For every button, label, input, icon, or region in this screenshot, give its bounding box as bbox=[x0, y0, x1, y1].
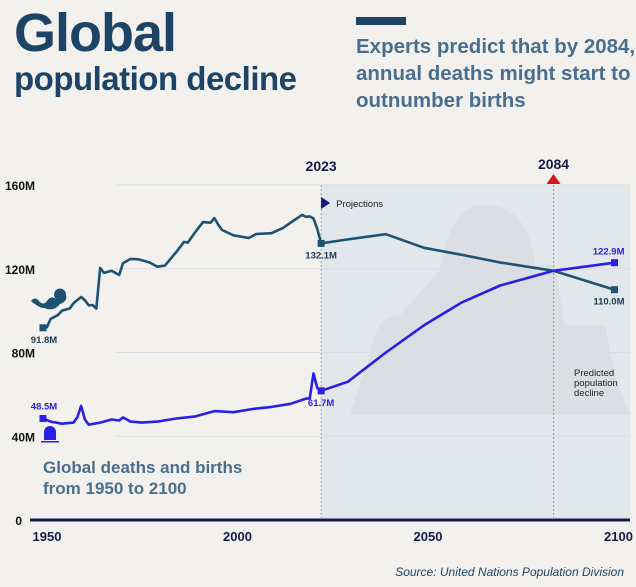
y-tick-label: 40M bbox=[12, 430, 35, 444]
family-silhouette bbox=[350, 204, 630, 415]
x-tick-label: 2050 bbox=[414, 529, 443, 544]
gravestone-icon bbox=[41, 426, 59, 443]
births-line bbox=[42, 213, 615, 330]
births-point bbox=[611, 286, 618, 294]
chart-label: Global deaths and births from 1950 to 210… bbox=[43, 458, 242, 498]
year-2084-label: 2084 bbox=[538, 156, 569, 172]
deaths-data-label: 122.9M bbox=[593, 247, 625, 258]
y-tick-label: 80M bbox=[12, 347, 35, 361]
title-line1: Global bbox=[14, 3, 177, 63]
deaths-data-label: 61.7M bbox=[308, 398, 334, 409]
x-tick-label: 2100 bbox=[604, 529, 633, 544]
source-note: Source: United Nations Population Divisi… bbox=[395, 565, 624, 579]
births-data-label: 132.1M bbox=[305, 250, 337, 261]
deaths-line bbox=[42, 261, 615, 426]
y-tick-label: 120M bbox=[5, 263, 35, 277]
year-2023-label: 2023 bbox=[306, 158, 337, 174]
y-tick-label: 0 bbox=[15, 514, 22, 528]
births-data-label: 110.0M bbox=[593, 297, 624, 308]
births-point bbox=[317, 239, 325, 247]
crossover-note: Predicted population decline bbox=[574, 368, 618, 399]
triangle-up-icon bbox=[546, 174, 561, 184]
y-tick-label: 160M bbox=[5, 179, 35, 193]
x-tick-label: 1950 bbox=[33, 529, 62, 544]
baby-icon bbox=[31, 288, 67, 310]
births-data-label: 91.8M bbox=[31, 335, 57, 346]
births-point bbox=[39, 324, 47, 332]
deaths-point bbox=[611, 259, 618, 267]
accent-bar bbox=[356, 17, 406, 25]
subtitle: Experts predict that by 2084, annual dea… bbox=[356, 35, 636, 112]
deaths-point bbox=[39, 414, 47, 422]
x-tick-label: 2000 bbox=[223, 529, 252, 544]
projections-label: Projections bbox=[336, 199, 383, 210]
deaths-point bbox=[317, 387, 325, 395]
deaths-data-label: 48.5M bbox=[31, 401, 57, 412]
triangle-right-icon bbox=[321, 197, 331, 209]
title-line2: population decline bbox=[14, 60, 297, 97]
